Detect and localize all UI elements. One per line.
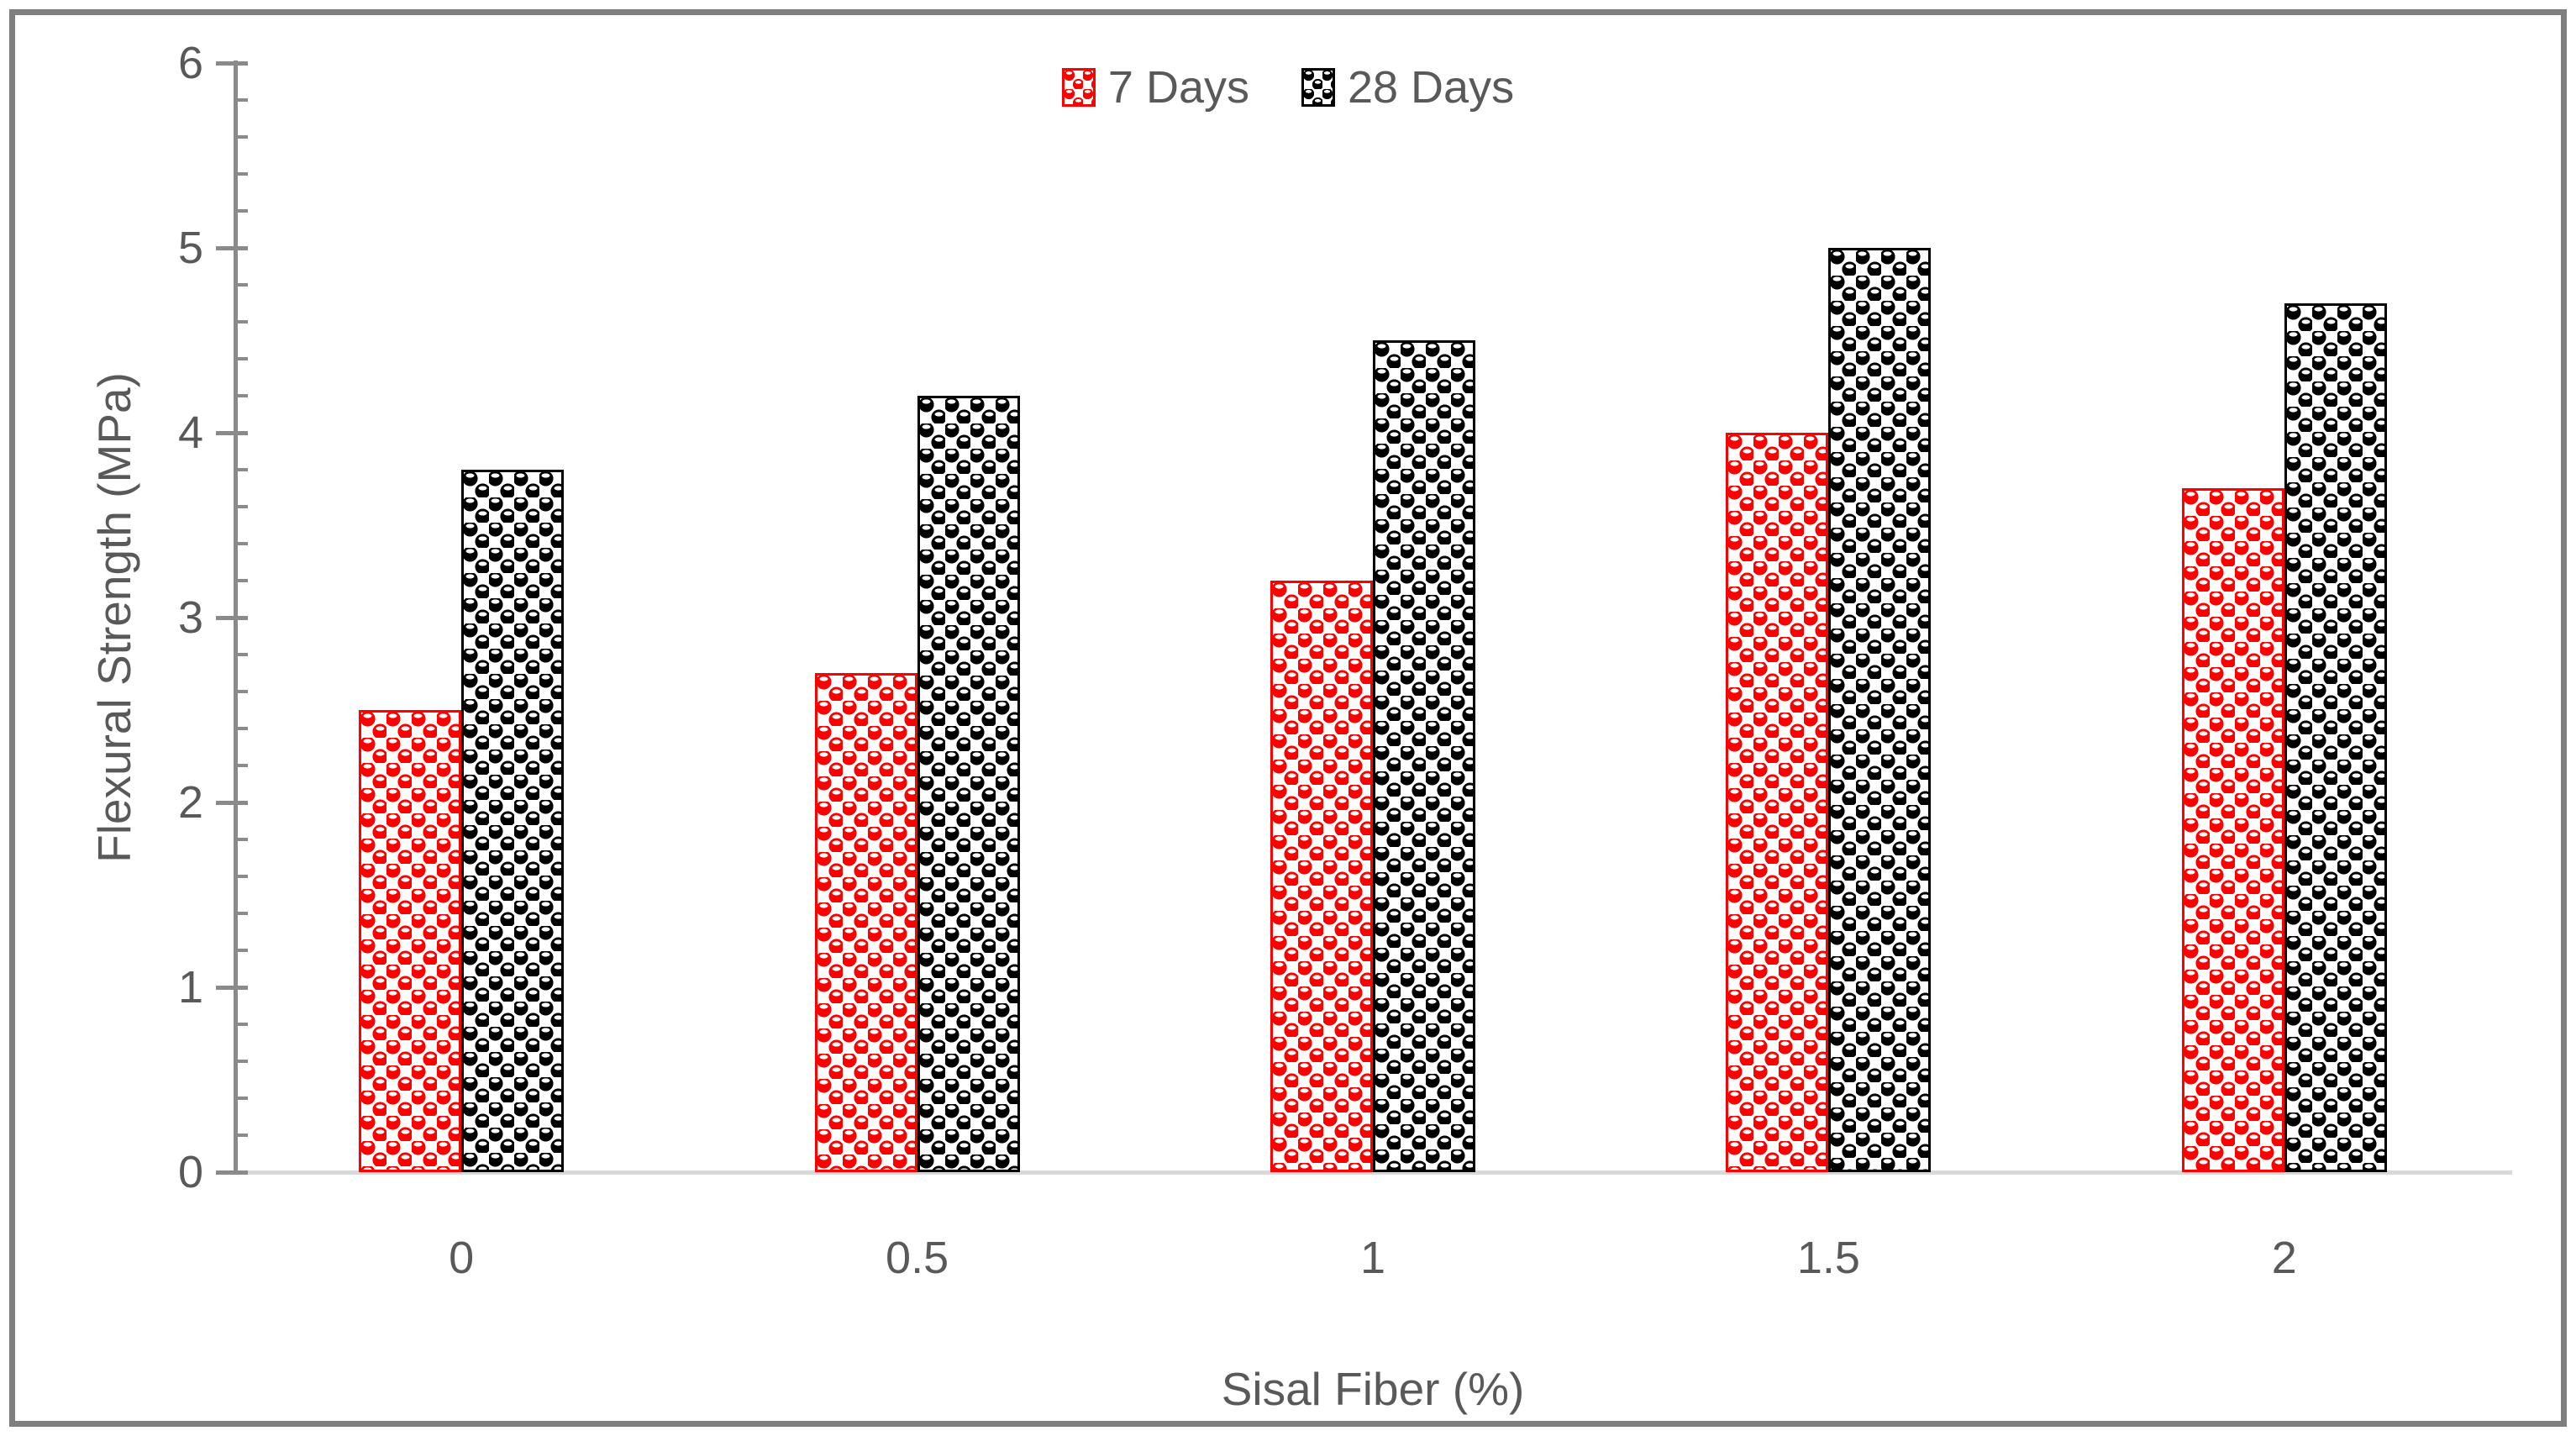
x-axis-title: Sisal Fiber (%) [1221, 1363, 1525, 1415]
y-minor-tick [234, 320, 248, 323]
y-major-tick [216, 800, 248, 805]
bar-28-days-0 [461, 470, 565, 1172]
legend-swatch-7-days [1061, 68, 1096, 107]
y-minor-tick [234, 875, 248, 878]
legend-label: 28 Days [1347, 62, 1515, 113]
y-major-tick [216, 245, 248, 250]
y-minor-tick [234, 690, 248, 693]
y-minor-tick [234, 838, 248, 841]
legend-item-7-days: 7 Days [1061, 62, 1249, 113]
y-minor-tick [234, 283, 248, 287]
y-major-tick [216, 430, 248, 435]
y-tick-label: 4 [177, 408, 203, 458]
y-minor-tick [234, 727, 248, 730]
y-minor-tick [234, 172, 248, 176]
y-major-tick [216, 60, 248, 66]
y-major-tick [216, 985, 248, 990]
y-minor-tick [234, 394, 248, 397]
x-tick-label: 1.5 [1796, 1233, 1860, 1283]
y-tick-label: 0 [177, 1147, 203, 1197]
y-tick-label: 2 [177, 777, 203, 828]
x-tick-label: 2 [2271, 1233, 2297, 1283]
x-tick-label: 0 [449, 1233, 475, 1283]
y-minor-tick [234, 1097, 248, 1100]
x-axis-line [234, 1170, 2512, 1175]
y-minor-tick [234, 505, 248, 508]
y-minor-tick [234, 209, 248, 213]
bar-7-days-1.5 [1726, 433, 1829, 1172]
y-minor-tick [234, 912, 248, 915]
legend-label: 7 Days [1107, 62, 1249, 113]
bar-7-days-0.5 [814, 673, 917, 1172]
y-minor-tick [234, 135, 248, 139]
y-tick-label: 6 [177, 38, 203, 88]
y-major-tick [216, 615, 248, 620]
bar-28-days-0.5 [917, 396, 1020, 1172]
y-minor-tick [234, 468, 248, 471]
y-minor-tick [234, 579, 248, 582]
legend-item-28-days: 28 Days [1301, 62, 1514, 113]
y-minor-tick [234, 542, 248, 545]
y-minor-tick [234, 1060, 248, 1063]
bar-7-days-1 [1270, 581, 1373, 1172]
bar-28-days-1 [1373, 340, 1475, 1172]
bar-28-days-2 [2284, 303, 2387, 1172]
bar-7-days-2 [2181, 488, 2284, 1172]
bar-28-days-1.5 [1828, 248, 1932, 1172]
legend: 7 Days 28 Days [0, 62, 2576, 113]
x-tick-label: 1 [1359, 1233, 1386, 1283]
y-tick-label: 5 [177, 223, 203, 273]
y-minor-tick [234, 653, 248, 656]
y-minor-tick [234, 764, 248, 767]
y-minor-tick [234, 1023, 248, 1026]
y-minor-tick [234, 357, 248, 360]
y-minor-tick [234, 1134, 248, 1137]
y-minor-tick [234, 98, 248, 102]
y-major-tick [216, 1170, 248, 1175]
y-tick-label: 3 [177, 592, 203, 643]
y-tick-label: 1 [177, 962, 203, 1013]
x-tick-label: 0.5 [886, 1233, 949, 1283]
y-minor-tick [234, 949, 248, 952]
bar-7-days-0 [359, 710, 462, 1172]
legend-swatch-28-days [1301, 68, 1335, 107]
